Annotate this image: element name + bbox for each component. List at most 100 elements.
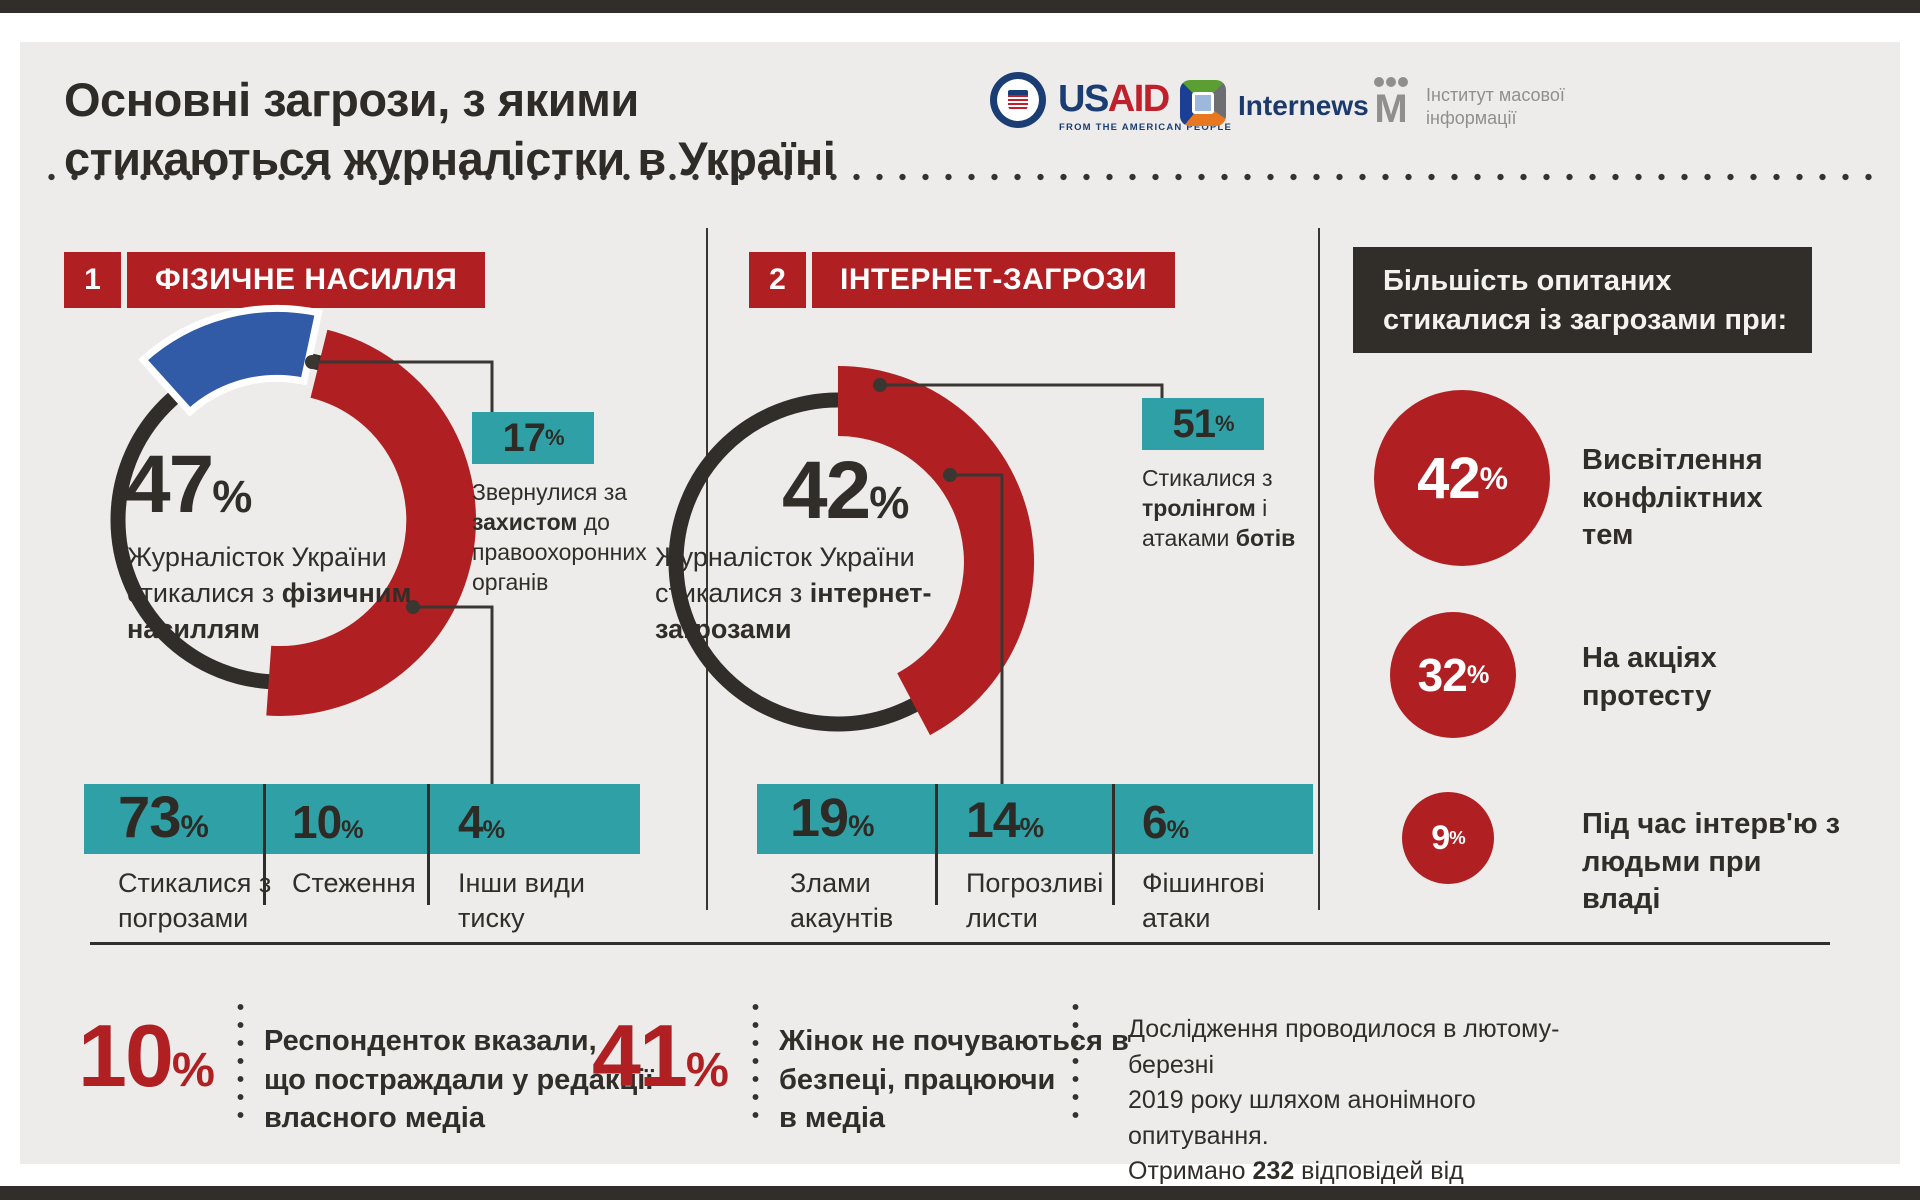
line1: Респонденток вказали,	[264, 1025, 597, 1057]
section1-main-caption: Журналісток України стикалися з фізичним…	[127, 540, 432, 648]
section2-main-value: 42	[782, 445, 871, 536]
section2-title: ІНТЕРНЕТ-ЗАГРОЗИ	[812, 252, 1176, 308]
section2-stat-bar	[757, 784, 1313, 854]
panel-label-1: Висвітлення конфліктних тем	[1582, 444, 1763, 552]
percent-sign: %	[1019, 812, 1044, 843]
usaid-seal-icon	[990, 72, 1046, 128]
usaid-aid: AID	[1107, 78, 1170, 120]
section1-bar-label-3: Інши види тиску	[458, 868, 585, 934]
value: 10	[78, 1006, 174, 1105]
section2-main-caption-bold: інтернет-загрозами	[655, 577, 932, 644]
line2: безпеці, працюючи	[779, 1063, 1056, 1096]
section2-bar-divider-2	[1112, 784, 1115, 905]
usaid-us: US	[1058, 78, 1109, 120]
section1-number-badge: 1	[64, 252, 121, 308]
imi-name-line1: Інститут масової	[1426, 85, 1565, 105]
section2-header: 2 ІНТЕРНЕТ-ЗАГРОЗИ	[749, 252, 1176, 308]
section2-bar-label-3: Фішингові атаки	[1142, 868, 1265, 934]
percent-sign: %	[1479, 459, 1508, 496]
footer-dotted-divider-3	[1072, 998, 1079, 1126]
section2-callout-text1: Стикалися з	[1142, 465, 1273, 491]
section1-callout-text1: Звернулися за	[472, 479, 628, 505]
percent-sign: %	[544, 425, 565, 450]
section1-callout-bold1: захистом	[472, 508, 578, 535]
panel-circle-3: 9%	[1402, 792, 1494, 884]
imi-logo-icon: М	[1374, 77, 1408, 126]
value: 41	[592, 1006, 688, 1105]
panel-circle-1: 42%	[1374, 390, 1550, 566]
column-divider-2	[1318, 228, 1320, 910]
percent-sign: %	[171, 1043, 215, 1097]
footer-stat2-percent: 41%	[592, 1012, 729, 1100]
value: 42	[1417, 445, 1481, 511]
section1-header: 1 ФІЗИЧНЕ НАСИЛЛЯ	[64, 252, 486, 308]
section2-bar-value-3: 6%	[1142, 796, 1189, 848]
section1-bar-divider-2	[427, 784, 430, 905]
panel-circle-2: 32%	[1390, 612, 1516, 738]
percent-sign: %	[685, 1043, 729, 1097]
percent-sign: %	[482, 816, 505, 844]
line2: що постраждали у редакції	[264, 1063, 654, 1096]
top-border-strip	[0, 0, 1920, 13]
value: 10	[292, 796, 342, 848]
percent-sign: %	[212, 471, 252, 522]
imi-name-line2: інформації	[1426, 107, 1517, 128]
value: 32	[1417, 649, 1468, 701]
footer-methodology-note: Дослідження проводилося в лютому-березні…	[1128, 1012, 1588, 1200]
note-line3a: Отримано	[1128, 1157, 1253, 1185]
value: 14	[966, 792, 1021, 848]
section1-main-caption-bold: фізичним насиллям	[127, 577, 412, 644]
section2-bar-divider-1	[935, 784, 938, 905]
section1-stat-bar	[84, 784, 640, 854]
footer-stat2-text: Жінок не почуваються в безпеці, працюючи в…	[779, 1022, 1129, 1138]
section1-callout-text2: до правоохоронних органів	[472, 508, 647, 595]
section2-main-caption-text: Журналісток України стикалися з	[655, 542, 915, 608]
panel-label-2: На акціях протесту	[1582, 642, 1717, 712]
value: 73	[118, 785, 182, 850]
internews-icon	[1180, 80, 1226, 126]
section1-bar-label-1: Стикалися з погрозами	[118, 868, 272, 934]
value: 9	[1431, 818, 1450, 857]
section2-callout-bold2: ботів	[1235, 524, 1296, 551]
percent-sign: %	[1166, 816, 1189, 844]
footer-dotted-divider-1	[237, 998, 244, 1126]
footer-stat1-text: Респонденток вказали, що постраждали у ре…	[264, 1022, 653, 1138]
section1-bar-value-3: 4%	[458, 799, 505, 845]
section2-bar-value-2: 14%	[966, 792, 1044, 848]
section2-bar-label-1: Злами акаунтів	[790, 868, 894, 934]
percent-sign: %	[341, 816, 363, 844]
dotted-separator	[40, 173, 1880, 181]
section2-main-caption: Журналісток України стикалися з інтернет…	[655, 540, 935, 648]
panel-title-box: Більшість опитаних стикалися із загрозам…	[1353, 247, 1812, 353]
usaid-tagline: FROM THE AMERICAN PEOPLE	[1059, 122, 1233, 133]
note-line3b: 232	[1252, 1157, 1295, 1185]
line1: Жінок не почуваються в	[779, 1025, 1129, 1057]
section1-callout-caption: Звернулися за захистом до правоохоронних…	[472, 478, 647, 598]
section1-bar-label-2: Стеження	[292, 868, 416, 898]
note-line2: 2019 року шляхом анонімного опитування.	[1128, 1086, 1476, 1150]
panel-label-3: Під час інтерв'ю з людьми при владі	[1582, 808, 1841, 916]
note-line3c: відповідей від журналісток.	[1128, 1157, 1464, 1200]
section1-title: ФІЗИЧНЕ НАСИЛЛЯ	[127, 252, 486, 308]
section2-callout-badge: 51%	[1142, 398, 1264, 450]
percent-sign: %	[1466, 660, 1489, 689]
section1-bar-value-1: 73%	[118, 789, 209, 847]
section1-main-percent: 47%	[125, 444, 252, 526]
line3: в медіа	[779, 1102, 886, 1135]
section2-bar-label-2: Погрозливі листи	[966, 868, 1104, 934]
percent-sign: %	[1449, 827, 1466, 848]
value: 6	[1142, 796, 1168, 848]
section2-callout-bold1: тролінгом	[1142, 494, 1256, 521]
section1-main-caption-text: Журналісток України стикалися з	[127, 542, 387, 608]
section1-callout-value: 17	[502, 415, 545, 460]
percent-sign: %	[1214, 411, 1235, 436]
section1-bar-value-2: 10%	[292, 796, 364, 848]
bottom-border-strip	[0, 1186, 1920, 1200]
percent-sign: %	[869, 477, 909, 528]
percent-sign: %	[180, 808, 209, 844]
value: 19	[790, 788, 849, 848]
section2-callout-value: 51	[1172, 401, 1215, 446]
section2-callout-text2: і атаками	[1142, 494, 1268, 551]
section1-callout-badge: 17%	[472, 412, 594, 464]
